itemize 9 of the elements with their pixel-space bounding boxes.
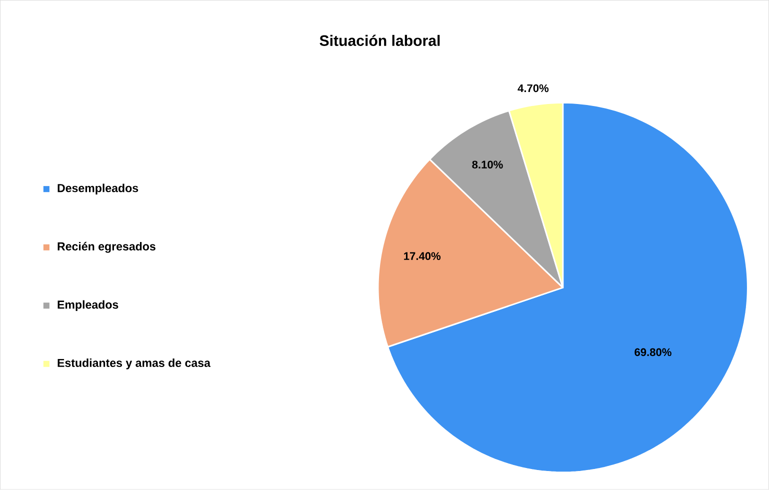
legend-label: Recién egresados: [58, 242, 156, 253]
data-label: 69.80%: [634, 348, 672, 356]
legend-label: Desempleados: [58, 184, 138, 195]
data-label: 4.70%: [518, 84, 549, 92]
legend-label: Estudiantes y amas de casa: [58, 358, 211, 370]
legend-label: Empleados: [58, 300, 118, 312]
data-label: 8.10%: [472, 160, 503, 169]
chart-title: Situación laboral: [320, 34, 440, 46]
data-label: 17.40%: [404, 252, 441, 260]
